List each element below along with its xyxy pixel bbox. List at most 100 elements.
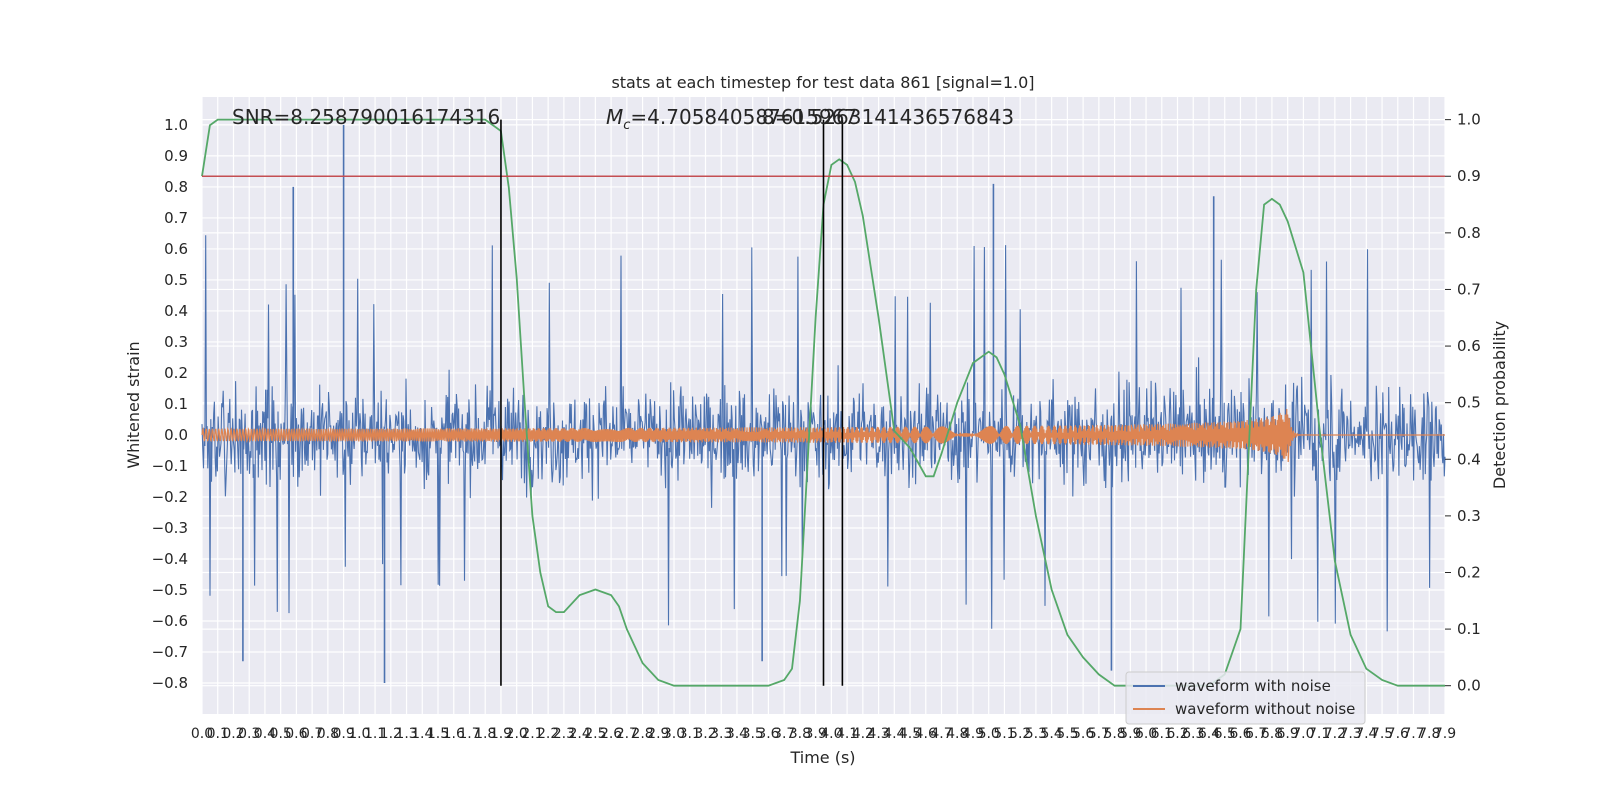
x-tick-label: 7.1 xyxy=(1308,726,1330,742)
x-tick-label: 1.4 xyxy=(411,726,433,742)
x-tick-label: 7.8 xyxy=(1418,726,1440,742)
y-right-tick-label: 0.5 xyxy=(1457,394,1481,412)
overlap-annotation: 8=0.5263141436576843 xyxy=(762,105,1014,129)
x-tick-label: 4.4 xyxy=(883,726,905,742)
x-tick-label: 3.2 xyxy=(694,726,716,742)
y-tick-label: −0.3 xyxy=(152,519,188,537)
y-tick-label: 0.6 xyxy=(164,240,188,258)
y-tick-label: −0.2 xyxy=(152,488,188,506)
x-tick-label: 2.8 xyxy=(631,726,653,742)
legend-box xyxy=(1125,671,1366,725)
x-tick-label: 5.9 xyxy=(1119,726,1141,742)
x-tick-label: 0.0 xyxy=(191,726,213,742)
x-tick-label: 2.1 xyxy=(521,726,543,742)
x-tick-label: 5.7 xyxy=(1088,726,1110,742)
x-tick-label: 2.2 xyxy=(537,726,559,742)
x-tick-label: 3.5 xyxy=(742,726,764,742)
x-tick-label: 3.6 xyxy=(757,726,779,742)
x-tick-label: 0.9 xyxy=(332,726,354,742)
y-right-tick-label: 0.3 xyxy=(1457,507,1481,525)
mc-subscript: c xyxy=(623,118,630,133)
x-tick-label: 5.3 xyxy=(1025,726,1047,742)
x-tick-label: 7.6 xyxy=(1387,726,1409,742)
mc-value: =4.705840587615967 xyxy=(630,105,857,129)
x-tick-label: 2.4 xyxy=(568,726,590,742)
y-tick-label: 0.9 xyxy=(164,147,188,165)
y-right-tick-label: 0.2 xyxy=(1457,563,1481,581)
probability-series xyxy=(201,118,1445,687)
x-tick-label: 5.6 xyxy=(1072,726,1094,742)
x-tick-label: 6.3 xyxy=(1182,726,1204,742)
x-tick-label: 2.0 xyxy=(506,726,528,742)
y-tick-label: 0.1 xyxy=(164,395,188,413)
x-tick-label: 7.7 xyxy=(1402,726,1424,742)
x-tick-label: 4.1 xyxy=(836,726,858,742)
x-tick-label: 1.5 xyxy=(427,726,449,742)
x-tick-label: 7.0 xyxy=(1292,726,1314,742)
x-tick-label: 6.9 xyxy=(1277,726,1299,742)
x-tick-label: 6.5 xyxy=(1214,726,1236,742)
x-tick-label: 5.0 xyxy=(978,726,1000,742)
y-tick-label: −0.5 xyxy=(152,581,188,599)
chart-title: stats at each timestep for test data 861… xyxy=(611,73,1034,92)
y-right-tick-label: 0.9 xyxy=(1457,167,1481,185)
x-tick-label: 1.7 xyxy=(458,726,480,742)
y-axis-label: Whitened strain xyxy=(124,341,143,468)
y-right-tick-label: 0.4 xyxy=(1457,450,1481,468)
x-tick-label: 5.8 xyxy=(1103,726,1125,742)
x-tick-label: 2.3 xyxy=(553,726,575,742)
x-tick-label: 5.5 xyxy=(1056,726,1078,742)
x-tick-label: 5.1 xyxy=(993,726,1015,742)
y-axis-right-label: Detection probability xyxy=(1490,321,1509,489)
overlays xyxy=(202,119,1445,686)
detection-probability-line xyxy=(201,118,1445,687)
x-tick-label: 3.7 xyxy=(773,726,795,742)
x-tick-label: 4.2 xyxy=(852,726,874,742)
x-tick-label: 3.4 xyxy=(726,726,748,742)
x-tick-label: 1.9 xyxy=(490,726,512,742)
x-tick-label: 7.2 xyxy=(1324,726,1346,742)
y-tick-label: 0.3 xyxy=(164,333,188,351)
y-tick-label: 0.0 xyxy=(164,426,188,444)
x-tick-label: 6.8 xyxy=(1261,726,1283,742)
x-tick-label: 1.3 xyxy=(395,726,417,742)
y-tick-label: 0.4 xyxy=(164,302,188,320)
x-tick-label: 1.1 xyxy=(364,726,386,742)
y-right-tick-label: 0.7 xyxy=(1457,280,1481,298)
x-tick-label: 4.0 xyxy=(820,726,842,742)
x-tick-label: 1.2 xyxy=(380,726,402,742)
x-tick-label: 7.4 xyxy=(1355,726,1377,742)
y-right-tick-label: 0.0 xyxy=(1457,677,1481,695)
x-tick-label: 1.6 xyxy=(443,726,465,742)
y-tick-label: 0.7 xyxy=(164,209,188,227)
x-tick-label: 0.4 xyxy=(254,726,276,742)
x-tick-label: 5.2 xyxy=(1009,726,1031,742)
snr-annotation: SNR=8.258790016174316 xyxy=(232,105,500,129)
legend-label-noise: waveform with noise xyxy=(1175,677,1331,695)
chirp-mass-annotation: Mc=4.705840587615967 xyxy=(606,105,857,133)
x-tick-label: 6.4 xyxy=(1198,726,1220,742)
x-tick-label: 3.9 xyxy=(805,726,827,742)
x-tick-label: 7.5 xyxy=(1371,726,1393,742)
x-tick-label: 0.1 xyxy=(207,726,229,742)
x-tick-label: 6.7 xyxy=(1245,726,1267,742)
x-tick-label: 1.0 xyxy=(348,726,370,742)
x-tick-label: 3.8 xyxy=(789,726,811,742)
x-tick-label: 5.4 xyxy=(1041,726,1063,742)
axes: 0.00.10.20.30.40.50.60.70.80.91.01.11.21… xyxy=(152,111,1481,742)
x-tick-label: 3.3 xyxy=(710,726,732,742)
y-tick-label: 0.2 xyxy=(164,364,188,382)
x-axis-label: Time (s) xyxy=(789,748,855,767)
x-tick-label: 3.0 xyxy=(663,726,685,742)
y-right-tick-label: 0.6 xyxy=(1457,337,1481,355)
x-tick-label: 2.5 xyxy=(584,726,606,742)
x-tick-label: 4.7 xyxy=(930,726,952,742)
x-tick-label: 0.6 xyxy=(285,726,307,742)
x-tick-label: 4.8 xyxy=(946,726,968,742)
x-tick-label: 0.2 xyxy=(222,726,244,742)
x-tick-label: 2.6 xyxy=(600,726,622,742)
x-tick-label: 6.1 xyxy=(1151,726,1173,742)
x-tick-label: 7.3 xyxy=(1339,726,1361,742)
x-tick-label: 0.8 xyxy=(317,726,339,742)
